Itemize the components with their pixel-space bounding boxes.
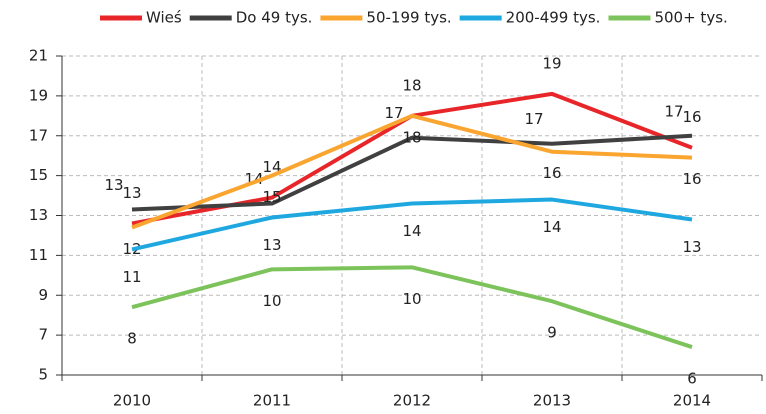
legend-label: 200-499 tys. — [506, 9, 601, 27]
data-label: 16 — [682, 170, 701, 188]
data-label: 8 — [127, 330, 137, 348]
y-tick-label: 19 — [29, 86, 48, 104]
data-label: 16 — [542, 164, 561, 182]
series-line — [131, 133, 693, 212]
data-label: 13 — [682, 238, 701, 256]
legend-label: 500+ tys. — [654, 9, 727, 27]
data-label: 6 — [687, 370, 697, 388]
y-tick-label: 15 — [29, 166, 48, 184]
x-tick-label: 2012 — [393, 392, 431, 410]
legend-label: Do 49 tys. — [236, 9, 313, 27]
data-label: 15 — [262, 188, 281, 206]
y-tick-label: 5 — [38, 366, 48, 384]
x-tick-label: 2013 — [533, 392, 571, 410]
data-label: 10 — [402, 290, 421, 308]
y-tick-label: 17 — [29, 126, 48, 144]
data-label: 17 — [664, 102, 683, 120]
data-label: 17 — [524, 110, 543, 128]
y-tick-label: 11 — [29, 246, 48, 264]
x-tick-label: 2014 — [673, 392, 711, 410]
data-label: 13 — [122, 184, 141, 202]
series-line — [131, 197, 693, 252]
data-label: 13 — [104, 176, 123, 194]
y-tick-label: 7 — [38, 326, 48, 344]
data-label: 18 — [402, 76, 421, 94]
data-label: 16 — [682, 108, 701, 126]
y-tick-label: 13 — [29, 206, 48, 224]
x-tick-label: 2010 — [113, 392, 151, 410]
data-label: 19 — [542, 54, 561, 72]
data-label: 11 — [122, 268, 141, 286]
legend-label: 50-199 tys. — [366, 9, 451, 27]
legend-label: Wieś — [146, 9, 182, 27]
data-label: 9 — [547, 324, 557, 342]
data-label: 17 — [384, 104, 403, 122]
x-tick-label: 2011 — [253, 392, 291, 410]
data-label: 13 — [262, 236, 281, 254]
series-line — [131, 265, 693, 349]
data-label: 14 — [542, 218, 561, 236]
y-tick-label: 9 — [38, 286, 48, 304]
y-tick-label: 21 — [29, 47, 48, 65]
data-label: 18 — [402, 128, 421, 146]
data-label: 10 — [262, 292, 281, 310]
series-line — [131, 113, 693, 230]
data-label: 14 — [402, 222, 421, 240]
